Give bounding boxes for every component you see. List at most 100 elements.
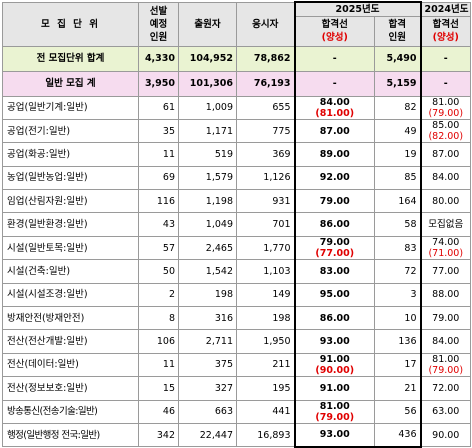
passline-2024-cell: 74.00 (71.00) [420,235,472,261]
passline-2024: 81.00 [432,353,460,365]
header-passline-2024-label: 합격선 [432,19,459,30]
applicant-count: 327 [178,376,237,401]
unit-name: 전산(데이터:일반) [2,352,139,378]
passline-2025-cell: 93.00 [293,329,375,354]
passline-2024-cell: 63.00 [420,399,472,424]
pass-count: 85 [373,165,422,191]
examinee-count: 1,770 [236,235,295,261]
pass-count: 19 [373,142,422,167]
header-passline-2025-note: (양성) [321,32,348,43]
header-year-2025: 2025년도 [293,1,422,17]
examinee-count: 1,126 [236,165,295,191]
passline-2024: 모집없음 [428,219,464,231]
passline-2025: 92.00 [319,172,350,184]
total-selection: 4,330 [138,45,179,72]
table-row: 방재안전(방재안전) 8 316 198 86.00 10 79.00 [2,306,472,331]
table-row: 방송통신(전송기술:일반) 46 663 441 81.00 (79.00) 56 63.00 [2,399,472,424]
pass-count: 10 [373,306,422,331]
passline-2024-cell: 84.00 [420,165,472,191]
passline-2025: 93.00 [319,336,350,348]
header-selection-line3: 인원 [149,31,168,43]
unit-name: 시설(시설조경:일반) [2,282,139,308]
table-row: 시설(건축:일반) 50 1,542 1,103 83.00 72 77.00 [2,259,472,284]
total-passline-2024: - [420,45,472,72]
table-row: 농업(일반농업:일반) 69 1,579 1,126 92.00 85 84.00 [2,165,472,191]
selection-count: 116 [138,189,179,214]
passline-2024-red: (82.00) [428,131,464,143]
passline-2025: 89.00 [319,148,350,160]
examinee-count: 931 [236,189,295,214]
passline-2025-cell: 91.00 (90.00) [293,352,375,378]
header-applicants: 출원자 [178,1,237,47]
pass-count: 49 [373,118,422,144]
table-row: 행정(일반행정 전국:일반) 342 22,447 16,893 93.00 436 90.… [2,422,472,448]
header-row-top: 모 집 단 위 선발 예정 인원 출원자 응시자 2025년도 2024년도 [2,1,472,47]
passline-2025: 86.00 [319,312,350,324]
passline-2024-cell: 72.00 [420,376,472,401]
table-row: 공업(일반기계:일반) 61 1,009 655 84.00 (81.00) 82 81.00… [2,95,472,120]
selection-count: 106 [138,329,179,354]
unit-name: 공업(일반기계:일반) [2,95,139,120]
unit-name: 임업(산림자원:일반) [2,189,139,214]
applicant-count: 1,171 [178,118,237,144]
passline-2025: 95.00 [319,289,350,301]
applicant-count: 375 [178,352,237,378]
passline-2024-cell: 81.00 (79.00) [420,95,472,120]
passline-2025-cell: 79.00 [293,189,375,214]
passline-2024-cell: 85.00 (82.00) [420,118,472,144]
total-examinees: 76,193 [236,70,295,97]
applicant-count: 22,447 [178,422,237,448]
selection-count: 50 [138,259,179,284]
header-passline-2024: 합격선 (양성) [420,15,472,47]
header-selection: 선발 예정 인원 [138,1,179,47]
passline-2024-red: (71.00) [428,248,464,260]
header-pass-count: 합격 인원 [373,15,422,47]
passline-2025: 79.00 [319,237,350,249]
passline-2024: 79.00 [432,312,460,324]
total-row: 전 모집단위 합계 4,330 104,952 78,862-5,490- [2,45,472,72]
pass-count: 3 [373,282,422,308]
header-passline-2025: 합격선 (양성) [293,15,375,47]
unit-name: 행정(일반행정 전국:일반) [2,422,139,448]
total-pass-count: 5,159 [373,70,422,97]
passline-2024: 80.00 [432,195,460,207]
passline-2024: 88.00 [432,289,460,301]
pass-count: 164 [373,189,422,214]
table-row: 환경(일반환경:일반) 43 1,049 701 86.00 58 모집없음 [2,212,472,237]
passline-2025-cell: 81.00 (79.00) [293,399,375,424]
passline-2025: 84.00 [319,96,350,108]
passline-2025: 86.00 [319,219,350,231]
passline-2024-cell: 84.00 [420,329,472,354]
passline-2025-cell: 92.00 [293,165,375,191]
header-selection-line2: 예정 [149,18,168,30]
applicant-count: 1,579 [178,165,237,191]
total-pass-count: 5,490 [373,45,422,72]
total-examinees: 78,862 [236,45,295,72]
table-row: 전산(정보보호:일반) 15 327 195 91.00 21 72.00 [2,376,472,401]
passline-2025: 91.00 [319,382,350,394]
examinee-count: 16,893 [236,422,295,448]
table-row: 시설(시설조경:일반) 2 198 149 95.00 3 88.00 [2,282,472,308]
examinee-count: 369 [236,142,295,167]
selection-count: 35 [138,118,179,144]
passline-2025-cell: 95.00 [293,282,375,308]
pass-count: 56 [373,399,422,424]
pass-count: 82 [373,95,422,120]
passline-2024-cell: 79.00 [420,306,472,331]
passline-2025-cell: 87.00 [293,118,375,144]
header-examinees: 응시자 [236,1,295,47]
unit-name: 시설(건축:일반) [2,259,139,284]
passline-2024-cell: 87.00 [420,142,472,167]
unit-name: 환경(일반환경:일반) [2,212,139,237]
passline-2024: 90.00 [432,429,460,441]
table-row: 시설(일반토목:일반) 57 2,465 1,770 79.00 (77.00) 83 74.… [2,235,472,261]
passline-2025-cell: 86.00 [293,306,375,331]
passline-2024: 72.00 [432,382,460,394]
header-pass-count-line2: 인원 [388,32,406,43]
passline-2025-red: (90.00) [315,364,355,376]
table-row: 전산(전산개발:일반) 106 2,711 1,950 93.00 136 84.00 [2,329,472,354]
pass-count: 83 [373,235,422,261]
applicant-count: 2,465 [178,235,237,261]
header-category: 모 집 단 위 [2,1,139,47]
